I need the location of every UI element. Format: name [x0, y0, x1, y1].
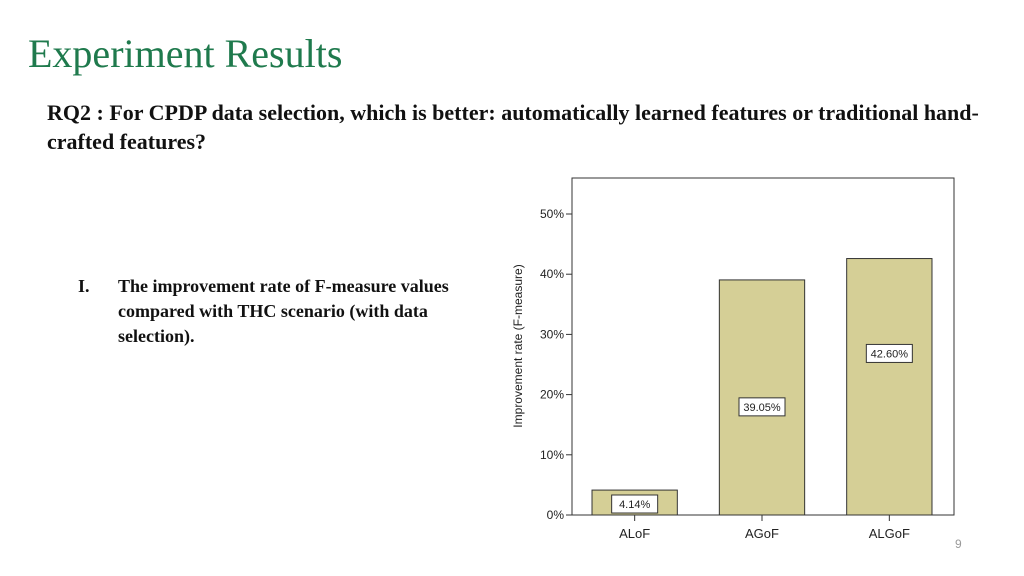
data-label-box: [865, 343, 913, 363]
y-tick-label: 10%: [540, 448, 564, 462]
data-label: 42.60%: [871, 348, 909, 360]
y-tick-label: 0%: [547, 508, 565, 522]
research-question: RQ2 : For CPDP data selection, which is …: [47, 100, 979, 154]
data-label: 4.14%: [619, 499, 650, 511]
bars: 4.14% 39.05% 42.60%: [591, 258, 933, 516]
y-axis-title: Improvement rate (F-measure): [511, 264, 525, 427]
page-number: 9: [955, 537, 962, 551]
data-label-box: [611, 494, 659, 514]
y-ticks: 0% 10% 20% 30% 40% 50%: [540, 207, 572, 522]
y-tick-label: 50%: [540, 207, 564, 221]
x-tick-label: AGoF: [745, 526, 779, 541]
data-label-box: [738, 397, 786, 417]
slide-title: Experiment Results: [28, 31, 343, 76]
x-tick-label: ALoF: [619, 526, 650, 541]
y-tick-label: 30%: [540, 327, 564, 341]
list-marker: I.: [78, 276, 90, 296]
x-ticks: ALoF AGoF ALGoF: [619, 515, 910, 541]
bar-algof: [846, 258, 933, 516]
y-tick-label: 40%: [540, 267, 564, 281]
data-label: 39.05%: [743, 402, 781, 414]
list-item-text: The improvement rate of F-measure values…: [118, 276, 449, 346]
x-tick-label: ALGoF: [869, 526, 910, 541]
y-tick-label: 20%: [540, 388, 564, 402]
